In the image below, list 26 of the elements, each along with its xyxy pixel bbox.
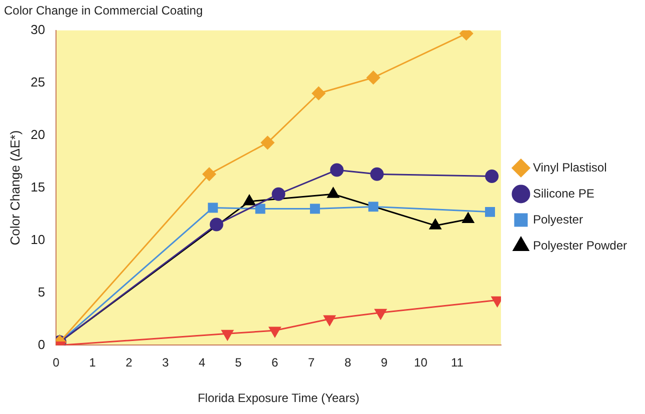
y-tick-label: 0 [38,336,46,352]
x-tick-label: 10 [414,356,428,370]
legend-label: Vinyl Plastisol [532,160,607,174]
legend-label: Polyester Powder [532,238,628,252]
x-tick-label: 3 [162,356,170,370]
y-tick-label: 25 [30,74,46,90]
y-tick-label: 15 [30,179,46,194]
y-tick-label: 10 [30,232,46,247]
y-tick-label: 5 [38,284,46,300]
x-tick-label: 5 [235,356,242,370]
legend-label: Silicone PE [532,186,594,200]
y-tick-label: 20 [30,126,46,142]
x-tick-label: 8 [344,356,352,370]
x-tick-label: 2 [126,356,133,370]
chart-title: Color Change in Commercial Coating [4,4,203,18]
x-tick-label: 11 [450,356,464,370]
x-axis-title: Florida Exposure Time (Years) [198,391,360,406]
legend-label: Polyester [532,212,583,226]
x-tick-label: 1 [89,356,96,370]
y-axis-title: Color Change (ΔE*) [7,130,22,246]
y-tick-label: 30 [30,22,46,37]
x-tick-label: 6 [272,356,279,370]
x-tick-label: 7 [308,356,315,370]
x-tick-label: 0 [52,356,60,370]
x-tick-label: 4 [198,356,206,370]
x-tick-label: 9 [380,356,388,370]
